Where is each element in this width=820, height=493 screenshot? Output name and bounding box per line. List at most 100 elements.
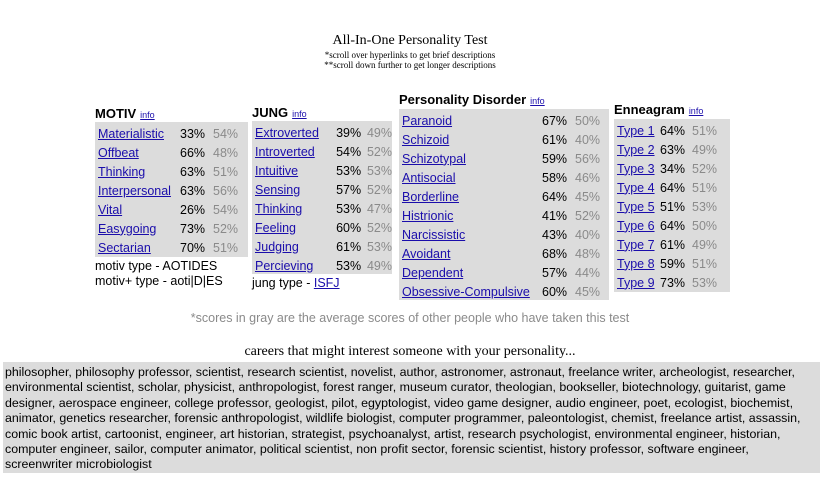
jung-average-score: 52%	[366, 144, 392, 159]
pd-row: Schizotypal 59% 56%	[402, 149, 609, 168]
enneagram-table: Type 1 64% 51% Type 2 63% 49% Type 3 34% 52% Type…	[614, 119, 730, 292]
jung-info-link[interactable]: info	[292, 109, 307, 119]
pd-label-link[interactable]: Schizotypal	[402, 151, 466, 166]
enneagram-label-link[interactable]: Type 2	[617, 142, 655, 157]
motiv-average-score: 51%	[213, 164, 239, 179]
enneagram-score: 61%	[660, 237, 686, 252]
enneagram-average-score: 49%	[692, 237, 718, 252]
motiv-label-link[interactable]: Offbeat	[98, 145, 139, 160]
enneagram-label-link[interactable]: Type 4	[617, 180, 655, 195]
enneagram-score: 64%	[660, 218, 686, 233]
motiv-row: Sectarian 70% 51%	[98, 238, 248, 257]
jung-row: Feeling 60% 52%	[255, 218, 392, 237]
jung-label-link[interactable]: Feeling	[255, 220, 296, 235]
motiv-average-score: 54%	[213, 126, 239, 141]
motiv-plus-type: motiv+ type - aoti|D|ES	[95, 274, 223, 288]
enneagram-average-score: 50%	[692, 218, 718, 233]
motiv-label-link[interactable]: Materialistic	[98, 126, 164, 141]
jung-label-link[interactable]: Percieving	[255, 258, 314, 273]
motiv-label-link[interactable]: Easygoing	[98, 221, 157, 236]
pd-label-link[interactable]: Schizoid	[402, 132, 450, 147]
enneagram-label-link[interactable]: Type 9	[617, 275, 655, 290]
jung-average-score: 47%	[366, 201, 392, 216]
jung-score: 53%	[336, 201, 362, 216]
motiv-row: Offbeat 66% 48%	[98, 143, 248, 162]
pd-average-score: 46%	[575, 170, 601, 185]
jung-type-link[interactable]: ISFJ	[313, 276, 340, 290]
motiv-row: Easygoing 73% 52%	[98, 219, 248, 238]
enneagram-label-link[interactable]: Type 7	[617, 237, 655, 252]
motiv-info-link[interactable]: info	[140, 110, 155, 120]
pd-row: Dependent 57% 44%	[402, 263, 609, 282]
pd-label-link[interactable]: Histrionic	[402, 208, 454, 223]
enneagram-title: Enneagram	[614, 102, 685, 117]
pd-label-link[interactable]: Borderline	[402, 189, 459, 204]
motiv-average-score: 51%	[213, 240, 239, 255]
motiv-score: 70%	[180, 240, 206, 255]
enneagram-row: Type 7 61% 49%	[617, 235, 730, 254]
motiv-row: Thinking 63% 51%	[98, 162, 248, 181]
pd-row: Narcissistic 43% 40%	[402, 225, 609, 244]
enneagram-score: 64%	[660, 180, 686, 195]
jung-average-score: 53%	[366, 163, 392, 178]
pd-row: Schizoid 61% 40%	[402, 130, 609, 149]
motiv-row: Vital 26% 54%	[98, 200, 248, 219]
pd-label-link[interactable]: Obsessive-Compulsive	[402, 284, 530, 299]
jung-label-link[interactable]: Judging	[255, 239, 299, 254]
motiv-label-link[interactable]: Sectarian	[98, 240, 151, 255]
pd-average-score: 56%	[575, 151, 601, 166]
pd-label-link[interactable]: Avoidant	[402, 246, 451, 261]
pd-label-link[interactable]: Narcissistic	[402, 227, 466, 242]
jung-average-score: 53%	[366, 239, 392, 254]
hint-scroll: **scroll down further to get longer desc…	[324, 60, 496, 70]
motiv-heading: MOTIV info	[95, 106, 155, 121]
motiv-average-score: 56%	[213, 183, 239, 198]
motiv-label-link[interactable]: Vital	[98, 202, 123, 217]
enneagram-row: Type 5 51% 53%	[617, 197, 730, 216]
jung-label-link[interactable]: Extroverted	[255, 125, 319, 140]
motiv-label-link[interactable]: Thinking	[98, 164, 146, 179]
jung-score: 60%	[336, 220, 362, 235]
jung-heading: JUNG info	[252, 105, 307, 120]
jung-title: JUNG	[252, 105, 289, 120]
jung-label-link[interactable]: Sensing	[255, 182, 301, 197]
enneagram-label-link[interactable]: Type 8	[617, 256, 655, 271]
enneagram-label-link[interactable]: Type 1	[617, 123, 655, 138]
pd-score: 61%	[542, 132, 568, 147]
enneagram-label-link[interactable]: Type 3	[617, 161, 655, 176]
motiv-label-link[interactable]: Interpersonal	[98, 183, 171, 198]
motiv-score: 26%	[180, 202, 206, 217]
enneagram-row: Type 1 64% 51%	[617, 121, 730, 140]
pd-average-score: 50%	[575, 113, 601, 128]
motiv-row: Materialistic 33% 54%	[98, 124, 248, 143]
pd-average-score: 45%	[575, 284, 601, 299]
jung-score: 53%	[336, 258, 362, 273]
pd-label-link[interactable]: Antisocial	[402, 170, 456, 185]
enneagram-info-link[interactable]: info	[688, 106, 704, 116]
jung-row: Percieving 53% 49%	[255, 256, 392, 275]
pd-label-link[interactable]: Dependent	[402, 265, 464, 280]
careers-list: philosopher, philosophy professor, scien…	[3, 362, 820, 473]
pd-info-link[interactable]: info	[530, 96, 545, 106]
pd-score: 59%	[542, 151, 568, 166]
pd-label-link[interactable]: Paranoid	[402, 113, 453, 128]
pd-row: Paranoid 67% 50%	[402, 111, 609, 130]
pd-score: 67%	[542, 113, 568, 128]
jung-score: 61%	[336, 239, 362, 254]
pd-row: Obsessive-Compulsive 60% 45%	[402, 282, 609, 301]
jung-label-link[interactable]: Thinking	[255, 201, 303, 216]
enneagram-average-score: 52%	[692, 161, 718, 176]
page-title: All-In-One Personality Test	[332, 33, 488, 48]
pd-row: Borderline 64% 45%	[402, 187, 609, 206]
enneagram-label-link[interactable]: Type 5	[617, 199, 655, 214]
motiv-score: 33%	[180, 126, 206, 141]
jung-label-link[interactable]: Introverted	[255, 144, 315, 159]
enneagram-row: Type 8 59% 51%	[617, 254, 730, 273]
motiv-title: MOTIV	[95, 106, 137, 121]
enneagram-label-link[interactable]: Type 6	[617, 218, 655, 233]
jung-label-link[interactable]: Intuitive	[255, 163, 299, 178]
enneagram-average-score: 51%	[692, 180, 718, 195]
enneagram-score: 64%	[660, 123, 686, 138]
motiv-average-score: 54%	[213, 202, 239, 217]
motiv-row: Interpersonal 63% 56%	[98, 181, 248, 200]
